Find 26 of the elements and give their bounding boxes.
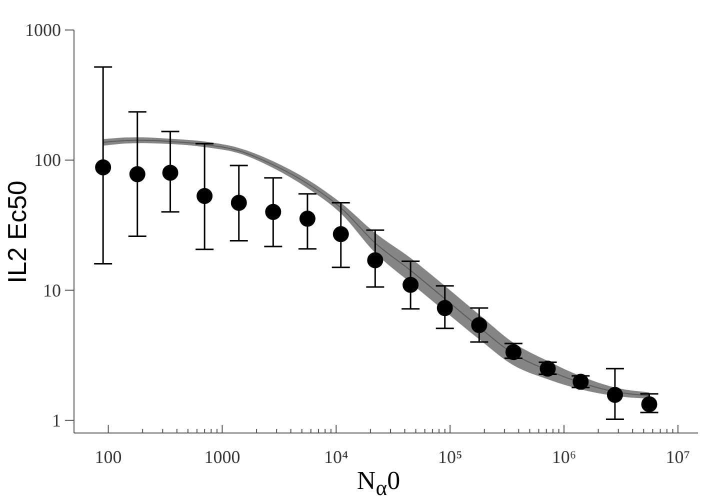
point [230, 194, 247, 211]
x-axis-title: N$_{α}$0 [356, 466, 402, 502]
point [162, 164, 178, 181]
point [436, 300, 453, 316]
point [606, 386, 623, 403]
y-tick-label: 1000 [25, 20, 61, 40]
point [641, 396, 658, 412]
point [129, 166, 146, 182]
point [299, 210, 316, 227]
y-tick-label: 1 [52, 410, 61, 430]
x-tick-label: 10⁵ [438, 447, 462, 467]
x-tick-label: 1000 [204, 447, 240, 467]
point [471, 317, 488, 334]
y-tick-label: 10 [43, 280, 61, 300]
x-tick-label: 10⁴ [324, 447, 348, 467]
point [402, 276, 419, 293]
x-tick-label: 10⁶ [552, 447, 576, 467]
x-tick-label: 10⁷ [666, 447, 690, 467]
point [95, 159, 112, 176]
point [332, 226, 349, 242]
x-tick-label: 100 [94, 447, 122, 467]
point [367, 252, 384, 268]
point [265, 204, 282, 220]
point [196, 188, 213, 204]
y-tick-label: 100 [34, 150, 61, 170]
y-axis-title: IL2 Ec50 [2, 180, 33, 283]
